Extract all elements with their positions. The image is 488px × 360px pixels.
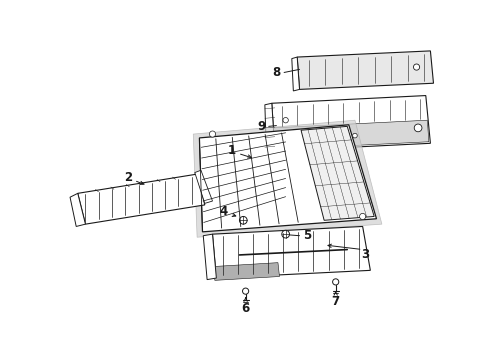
Polygon shape	[264, 103, 274, 153]
Text: 4: 4	[220, 204, 228, 217]
Circle shape	[359, 213, 365, 220]
Polygon shape	[297, 51, 432, 89]
Polygon shape	[199, 125, 376, 232]
Polygon shape	[271, 95, 429, 151]
Circle shape	[242, 288, 248, 294]
Text: 5: 5	[303, 229, 311, 242]
Polygon shape	[214, 263, 279, 280]
Text: 3: 3	[360, 248, 368, 261]
Polygon shape	[301, 126, 373, 220]
Polygon shape	[193, 120, 381, 237]
Circle shape	[328, 129, 334, 134]
Polygon shape	[203, 234, 216, 280]
Circle shape	[298, 131, 303, 137]
Text: 7: 7	[331, 294, 339, 308]
Circle shape	[239, 216, 246, 224]
Circle shape	[413, 64, 419, 70]
Text: 8: 8	[272, 66, 280, 79]
Circle shape	[281, 230, 289, 238]
Circle shape	[352, 133, 357, 138]
Polygon shape	[212, 226, 369, 278]
Polygon shape	[194, 170, 212, 203]
Text: 6: 6	[241, 302, 249, 315]
Polygon shape	[273, 120, 428, 149]
Polygon shape	[70, 193, 85, 226]
Polygon shape	[78, 174, 204, 224]
Circle shape	[332, 279, 338, 285]
Text: 1: 1	[227, 144, 235, 157]
Circle shape	[209, 131, 215, 137]
Polygon shape	[291, 57, 299, 91]
Circle shape	[283, 117, 288, 123]
Text: 9: 9	[256, 120, 264, 133]
Text: 2: 2	[123, 171, 132, 184]
Circle shape	[284, 133, 289, 138]
Circle shape	[413, 124, 421, 132]
